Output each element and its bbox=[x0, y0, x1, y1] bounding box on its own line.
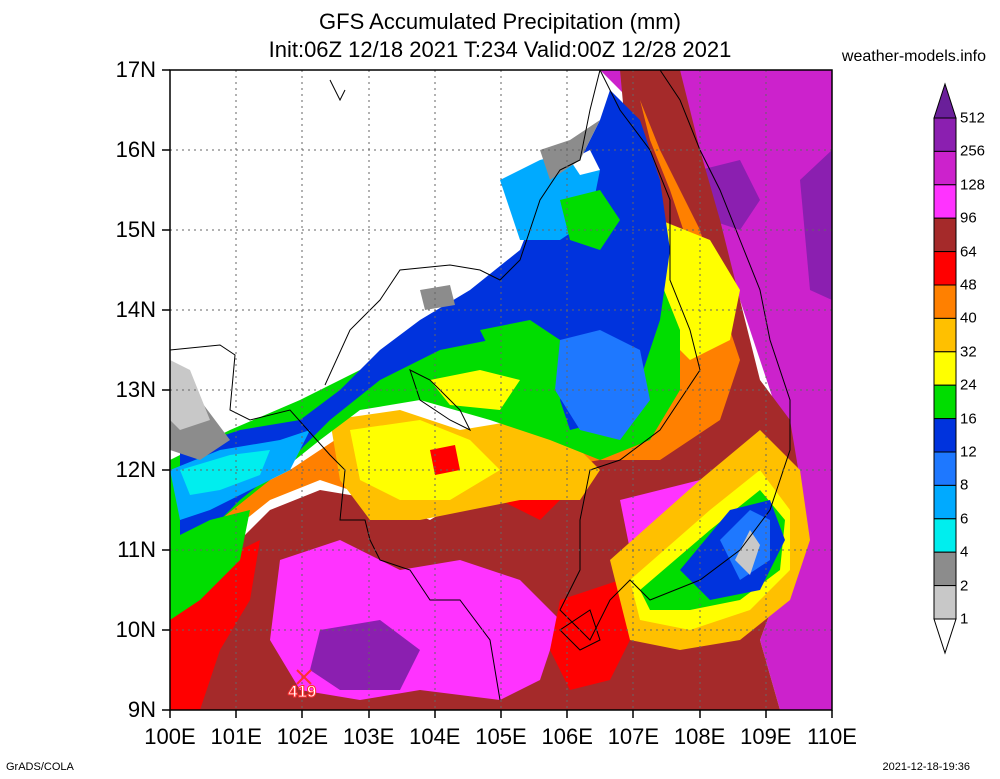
legend-level-label: 16 bbox=[960, 410, 977, 428]
legend-level-label: 8 bbox=[960, 476, 969, 494]
legend-swatch bbox=[933, 184, 957, 219]
latitude-label: 13N bbox=[115, 377, 156, 402]
legend-swatch bbox=[933, 251, 957, 286]
precip-region bbox=[430, 445, 460, 475]
precip-region bbox=[170, 510, 250, 620]
precip-region bbox=[735, 530, 760, 575]
legend-level-label: 2 bbox=[960, 577, 969, 595]
precip-region bbox=[170, 360, 210, 430]
legend-swatch bbox=[933, 418, 957, 453]
chart-title: GFS Accumulated Precipitation (mm) bbox=[319, 9, 681, 34]
legend-level-label: 32 bbox=[960, 343, 977, 361]
legend-swatch bbox=[933, 317, 957, 353]
legend-swatch bbox=[933, 484, 957, 520]
axis-ticks bbox=[162, 69, 833, 718]
latitude-label: 12N bbox=[115, 457, 156, 482]
legend-level-label: 12 bbox=[960, 443, 977, 461]
precip-region bbox=[180, 450, 270, 495]
longitude-label: 108E bbox=[673, 724, 726, 749]
precip-region bbox=[600, 70, 832, 710]
latitude-label: 9N bbox=[127, 697, 156, 722]
footer-timestamp: 2021-12-18-19:36 bbox=[882, 761, 970, 773]
legend-swatch bbox=[933, 551, 957, 587]
latitude-label: 17N bbox=[115, 57, 156, 82]
legend-level-label: 6 bbox=[960, 510, 969, 528]
legend-swatch bbox=[933, 284, 957, 319]
longitude-label: 101E bbox=[210, 724, 262, 749]
legend-swatch bbox=[933, 150, 957, 186]
precip-region bbox=[560, 190, 620, 250]
legend-level-label: 64 bbox=[960, 243, 977, 261]
max-precip-value: 419 bbox=[287, 682, 317, 702]
grid-lines bbox=[170, 70, 832, 710]
longitude-label: 107E bbox=[607, 724, 660, 749]
legend-level-label: 48 bbox=[960, 276, 977, 294]
chart-subtitle: Init:06Z 12/18 2021 T:234 Valid:00Z 12/2… bbox=[268, 37, 732, 62]
precip-region bbox=[800, 150, 832, 300]
longitude-label: 106E bbox=[541, 724, 593, 749]
precip-region bbox=[555, 330, 650, 440]
legend-swatch bbox=[933, 585, 957, 620]
longitude-label: 100E bbox=[144, 724, 196, 749]
footer-software: GrADS/COLA bbox=[6, 761, 74, 773]
legend-swatch bbox=[933, 117, 957, 152]
coastlines bbox=[170, 70, 791, 701]
longitude-label: 105E bbox=[475, 724, 527, 749]
max-precip-marker bbox=[296, 669, 312, 685]
legend-level-label: 256 bbox=[960, 142, 986, 160]
latitude-label: 10N bbox=[115, 617, 156, 642]
legend-swatch bbox=[933, 618, 957, 655]
longitude-label: 104E bbox=[409, 724, 461, 749]
legend-level-label: 4 bbox=[960, 543, 969, 561]
legend-level-label: 24 bbox=[960, 376, 977, 394]
precip-region bbox=[550, 580, 640, 690]
precip-region bbox=[350, 420, 500, 500]
legend-swatch bbox=[933, 217, 957, 253]
latitude-label: 14N bbox=[115, 297, 156, 322]
precip-region bbox=[420, 285, 455, 310]
legend-swatch bbox=[933, 82, 957, 119]
latitude-label: 11N bbox=[117, 537, 156, 562]
legend-swatch bbox=[933, 451, 957, 486]
precip-region bbox=[430, 370, 520, 410]
legend-swatch bbox=[933, 384, 957, 420]
legend-swatch bbox=[933, 518, 957, 553]
source-credit: weather-models.info bbox=[841, 48, 986, 65]
legend-level-label: 1 bbox=[960, 610, 969, 628]
precip-region bbox=[540, 110, 605, 180]
legend-level-label: 96 bbox=[960, 209, 977, 227]
longitude-label: 110E bbox=[807, 724, 857, 749]
longitude-label: 103E bbox=[342, 724, 395, 749]
legend-level-label: 512 bbox=[960, 109, 986, 127]
longitude-label: 102E bbox=[276, 724, 329, 749]
legend-colorbar bbox=[933, 82, 957, 655]
legend-level-label: 128 bbox=[960, 176, 986, 194]
longitude-label: 109E bbox=[740, 724, 792, 749]
legend-swatch bbox=[933, 351, 957, 386]
precip-region bbox=[480, 320, 560, 370]
precip-region bbox=[310, 620, 420, 690]
latitude-label: 16N bbox=[115, 137, 156, 162]
legend-level-label: 40 bbox=[960, 309, 977, 327]
latitude-label: 15N bbox=[115, 217, 156, 242]
